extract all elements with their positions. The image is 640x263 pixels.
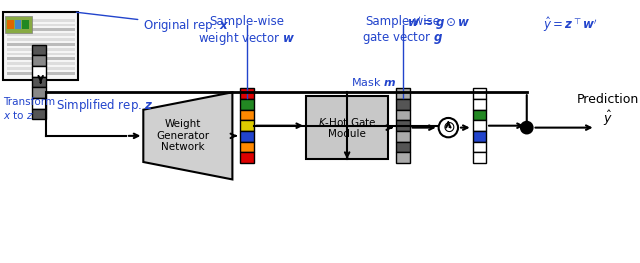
FancyBboxPatch shape (240, 142, 253, 152)
FancyBboxPatch shape (7, 62, 74, 65)
FancyBboxPatch shape (32, 55, 45, 66)
Circle shape (521, 122, 532, 133)
Text: Weight
Generator
Network: Weight Generator Network (156, 119, 209, 153)
FancyBboxPatch shape (32, 98, 45, 109)
Text: $\hat{y} = \boldsymbol{z}^{\top} \boldsymbol{w}'$: $\hat{y} = \boldsymbol{z}^{\top} \boldsy… (543, 15, 598, 34)
FancyBboxPatch shape (7, 43, 74, 46)
FancyBboxPatch shape (7, 33, 74, 36)
FancyBboxPatch shape (472, 142, 486, 152)
FancyBboxPatch shape (240, 110, 253, 120)
Text: Sample-wise
gate vector $\boldsymbol{g}$: Sample-wise gate vector $\boldsymbol{g}$ (362, 15, 444, 46)
FancyBboxPatch shape (32, 77, 45, 87)
FancyBboxPatch shape (7, 72, 74, 75)
FancyBboxPatch shape (7, 67, 74, 70)
FancyBboxPatch shape (472, 152, 486, 163)
FancyBboxPatch shape (7, 57, 74, 60)
FancyBboxPatch shape (22, 20, 29, 29)
Circle shape (438, 118, 458, 137)
FancyBboxPatch shape (396, 152, 410, 163)
FancyBboxPatch shape (396, 110, 410, 120)
FancyBboxPatch shape (472, 99, 486, 110)
FancyBboxPatch shape (7, 38, 74, 41)
FancyBboxPatch shape (3, 12, 79, 80)
FancyBboxPatch shape (7, 23, 74, 27)
FancyBboxPatch shape (32, 87, 45, 98)
FancyBboxPatch shape (7, 20, 13, 29)
FancyBboxPatch shape (15, 20, 21, 29)
FancyBboxPatch shape (472, 131, 486, 142)
FancyBboxPatch shape (240, 99, 253, 110)
FancyBboxPatch shape (7, 19, 74, 22)
FancyBboxPatch shape (7, 53, 74, 55)
FancyBboxPatch shape (396, 120, 410, 131)
Text: Transform
$x$ to $z$: Transform $x$ to $z$ (3, 97, 55, 121)
Polygon shape (143, 92, 232, 179)
Text: $\odot$: $\odot$ (442, 120, 455, 135)
Text: Simplified rep. $\boldsymbol{z}$: Simplified rep. $\boldsymbol{z}$ (56, 97, 154, 114)
FancyBboxPatch shape (396, 131, 410, 142)
FancyBboxPatch shape (240, 120, 253, 131)
FancyBboxPatch shape (472, 120, 486, 131)
Text: Sample-wise
weight vector $\boldsymbol{w}$: Sample-wise weight vector $\boldsymbol{w… (198, 15, 296, 47)
FancyBboxPatch shape (396, 99, 410, 110)
FancyBboxPatch shape (32, 66, 45, 77)
FancyBboxPatch shape (32, 109, 45, 119)
FancyBboxPatch shape (7, 28, 74, 31)
FancyBboxPatch shape (240, 152, 253, 163)
FancyBboxPatch shape (306, 96, 388, 159)
Text: $\boldsymbol{w}' = \boldsymbol{g} \odot \boldsymbol{w}$: $\boldsymbol{w}' = \boldsymbol{g} \odot … (407, 15, 470, 32)
Text: Prediction
$\hat{y}$: Prediction $\hat{y}$ (577, 93, 639, 128)
Text: $K$-Hot Gate
Module: $K$-Hot Gate Module (318, 116, 376, 139)
FancyBboxPatch shape (7, 48, 74, 51)
FancyBboxPatch shape (396, 142, 410, 152)
FancyBboxPatch shape (32, 45, 45, 55)
FancyBboxPatch shape (472, 88, 486, 99)
FancyBboxPatch shape (240, 131, 253, 142)
FancyBboxPatch shape (5, 16, 32, 33)
FancyBboxPatch shape (240, 88, 253, 99)
FancyBboxPatch shape (472, 110, 486, 120)
FancyBboxPatch shape (396, 88, 410, 99)
Text: Mask $\boldsymbol{m}$: Mask $\boldsymbol{m}$ (351, 77, 396, 88)
Text: Original rep. $\boldsymbol{x}$: Original rep. $\boldsymbol{x}$ (76, 12, 230, 34)
